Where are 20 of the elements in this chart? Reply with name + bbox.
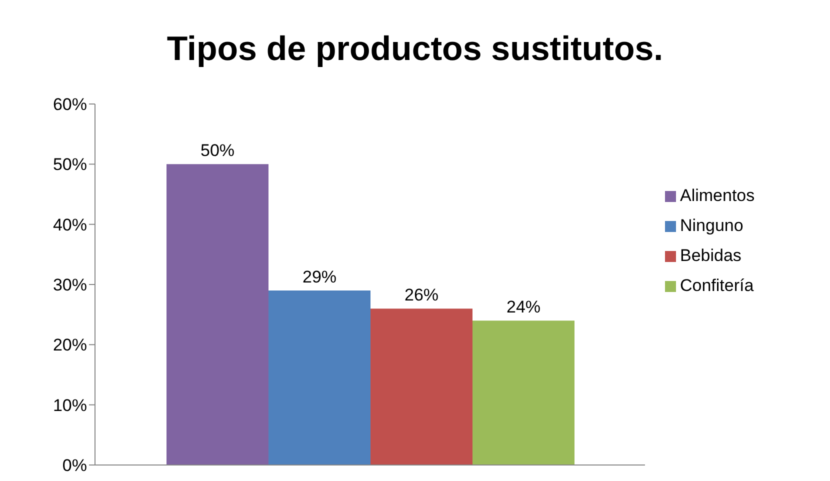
bar <box>472 320 574 465</box>
data-label: 29% <box>302 268 337 287</box>
legend-label: Alimentos <box>680 186 755 204</box>
y-tick-label: 0% <box>62 456 87 476</box>
y-tick-label: 30% <box>52 276 87 295</box>
y-tick-label: 40% <box>52 215 87 234</box>
legend-label: Confitería <box>680 276 754 294</box>
legend-label: Bebidas <box>680 246 742 264</box>
y-tick-label: 60% <box>52 95 87 114</box>
legend-label: Ninguno <box>680 216 744 234</box>
data-label: 26% <box>404 286 439 305</box>
y-tick-label: 10% <box>52 396 87 415</box>
y-tick-label: 20% <box>52 336 87 355</box>
bar <box>268 290 370 465</box>
bar <box>166 164 268 465</box>
data-label: 50% <box>200 141 235 160</box>
y-tick-label: 50% <box>52 155 87 174</box>
data-label: 24% <box>506 298 541 317</box>
chart-title: Tipos de productos sustitutos. <box>166 30 664 69</box>
bar <box>370 308 472 465</box>
